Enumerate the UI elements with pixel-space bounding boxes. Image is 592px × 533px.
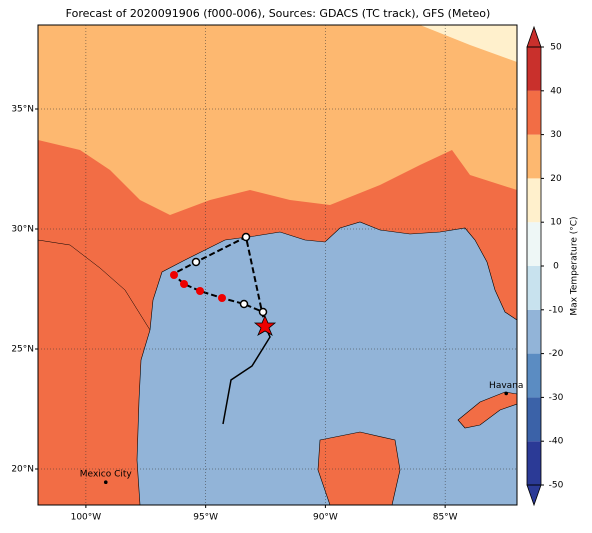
y-tick-label: 20°N — [11, 465, 34, 475]
colorbar-label: Max Temperature (°C) — [570, 216, 580, 315]
track-point — [196, 287, 204, 295]
city-marker — [504, 391, 509, 396]
colorbar-segment — [527, 309, 541, 354]
colorbar-tick-label: -40 — [549, 437, 564, 447]
x-tick-label: 85°W — [433, 513, 458, 523]
y-tick-label: 35°N — [11, 105, 34, 115]
y-tick-label: 30°N — [11, 225, 34, 235]
track-point — [218, 294, 226, 302]
track-point — [180, 280, 188, 288]
colorbar-tick-label: 30 — [550, 130, 562, 140]
colorbar-segment — [527, 397, 541, 442]
cuba — [457, 391, 517, 429]
track-point — [239, 299, 249, 309]
colorbar-tick-label: 0 — [553, 262, 559, 272]
land-mild — [420, 25, 517, 62]
colorbar-tick-label: -50 — [549, 481, 564, 491]
colorbar-segment — [527, 353, 541, 398]
gulf-of-mexico — [136, 221, 517, 505]
colorbar-tick-label: 50 — [550, 43, 562, 53]
map-frame — [37, 24, 518, 506]
track-point — [258, 307, 268, 317]
colorbar-tick-label: 10 — [550, 218, 562, 228]
title: Forecast of 2020091906 (f000-006), Sourc… — [66, 7, 491, 20]
colorbar-tick-label: -20 — [549, 349, 564, 359]
track-point — [191, 257, 201, 267]
colorbar-segment — [527, 441, 541, 485]
colorbar-segment — [527, 178, 541, 223]
forecast-track-alt — [174, 235, 266, 327]
x-tick-label: 95°W — [193, 513, 218, 523]
map-layers — [38, 25, 517, 505]
border — [38, 239, 151, 331]
city-marker — [103, 480, 108, 485]
colorbar-tick-label: -10 — [549, 305, 564, 315]
colorbar-extend-low — [526, 484, 542, 507]
track-point — [241, 232, 251, 242]
colorbar-segment — [527, 90, 541, 135]
land-warm — [38, 25, 517, 215]
city-label: Havana — [489, 381, 523, 391]
colorbar-segment — [527, 266, 541, 310]
city-label: Mexico City — [80, 470, 133, 480]
track-point — [170, 271, 178, 279]
storm-position — [253, 314, 277, 336]
colorbar-tick-label: 40 — [550, 86, 562, 96]
x-tick-label: 100°W — [71, 513, 102, 523]
colorbar-segment — [527, 47, 541, 91]
colorbar-segment — [527, 222, 541, 266]
colorbar-tick-label: 20 — [550, 174, 562, 184]
colorbar-segment — [527, 134, 541, 179]
x-tick-label: 90°W — [313, 513, 338, 523]
yucatan — [317, 431, 401, 505]
colorbar-tick-label: -30 — [549, 393, 564, 403]
y-tick-label: 25°N — [11, 345, 34, 355]
colorbar-extend-high — [526, 25, 542, 48]
